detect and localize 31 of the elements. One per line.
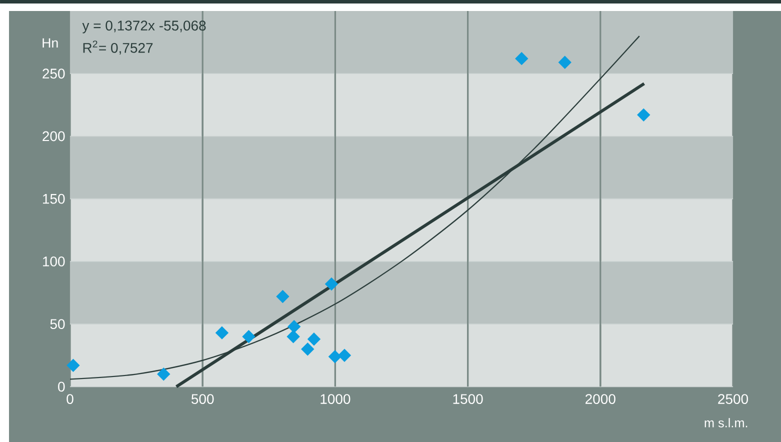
y-tick-label: 100 — [43, 256, 65, 266]
point — [66, 358, 80, 372]
point — [328, 350, 342, 364]
x-tick-label: 2000 — [586, 394, 616, 404]
point — [288, 320, 301, 334]
point — [637, 108, 650, 122]
y-tick-label: 150 — [43, 194, 65, 204]
x-tick-label: 0 — [66, 394, 74, 404]
point — [308, 332, 320, 346]
annotation: R$^{2}$= 0,7527 — [83, 40, 153, 55]
point — [276, 290, 290, 304]
y-tick-label: 50 — [50, 319, 65, 330]
point — [558, 56, 572, 69]
point — [215, 326, 228, 340]
point — [515, 52, 528, 66]
y-tick-label: 0 — [58, 382, 65, 392]
point — [242, 330, 256, 344]
x-tick-label: 500 — [191, 394, 214, 404]
x-tick-label: 1500 — [453, 394, 483, 404]
x-tick-label: 1000 — [320, 394, 350, 404]
point — [338, 348, 351, 362]
point — [286, 330, 300, 344]
annotation: y = 0,1372x -55,068 — [82, 20, 206, 34]
x-axis-title: m s.l.m. — [704, 418, 748, 428]
y-axis-title: Hn — [42, 38, 58, 48]
point — [301, 342, 314, 356]
y-tick-label: 250 — [42, 68, 65, 79]
x-tick-label: 2500 — [718, 394, 748, 404]
y-tick-label: 200 — [42, 131, 65, 142]
point — [157, 368, 170, 381]
point — [325, 278, 338, 290]
